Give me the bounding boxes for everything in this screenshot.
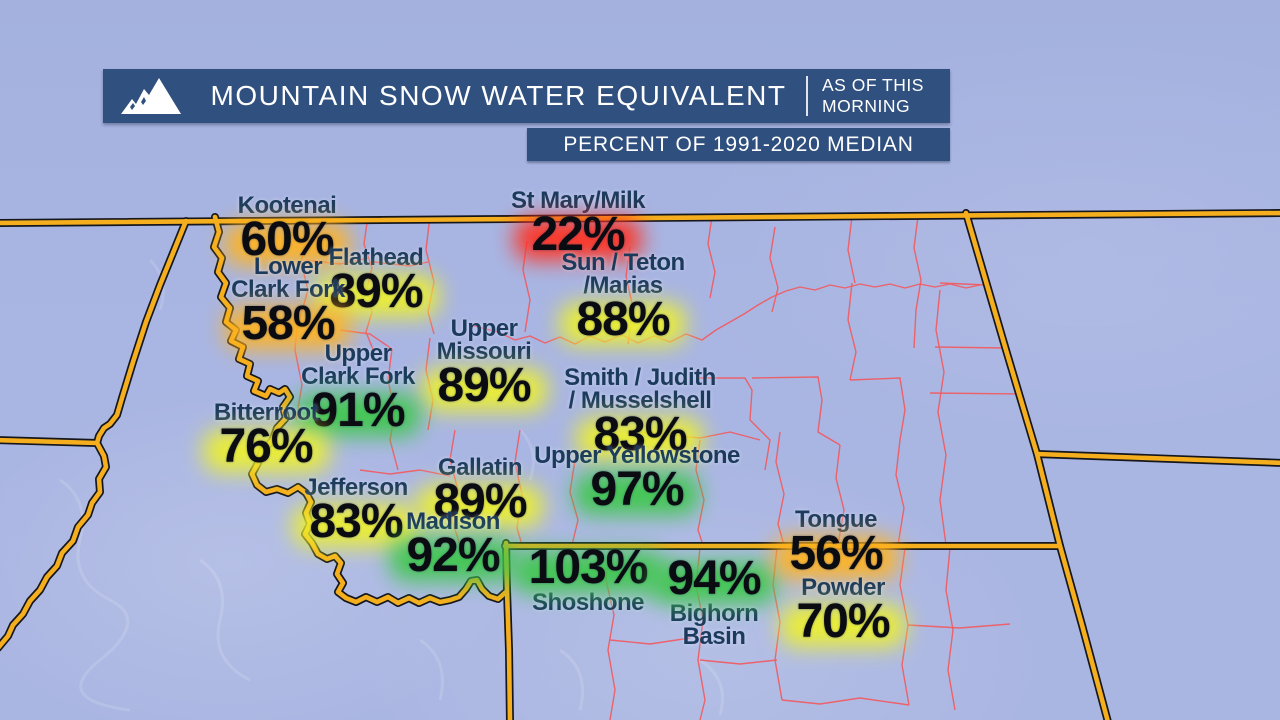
value-text: 83% [593, 408, 687, 461]
basin-value: 22% [515, 211, 641, 260]
basin-label: Bitterroot 76% [203, 399, 329, 472]
value-text: 89% [329, 265, 423, 318]
basin-label: Smith / Judith / Musselshell 83% [564, 364, 716, 460]
value-glow [295, 394, 421, 436]
as-of-text: AS OF THIS MORNING [822, 75, 950, 117]
value-text: 83% [309, 495, 403, 548]
value-glow [203, 430, 329, 472]
value-glow [773, 537, 899, 579]
value-text: 97% [590, 463, 684, 516]
value-glow [225, 307, 351, 349]
value-text: 58% [241, 297, 335, 350]
basin-label: Flathead 89% [313, 244, 439, 318]
value-glow [577, 418, 703, 460]
basin-label: St Mary/Milk 22% [510, 187, 646, 260]
value-glow [651, 562, 777, 604]
title-banner: MOUNTAIN SNOW WATER EQUIVALENT AS OF THI… [103, 69, 950, 123]
value-text: 88% [576, 293, 670, 346]
basin-name: Shoshone [531, 589, 645, 616]
basin-name: Tongue [795, 506, 877, 533]
basin-label: Powder 70% [780, 574, 906, 647]
county-lines [294, 215, 1020, 720]
basin-name: Smith / Judith / Musselshell [564, 364, 716, 414]
value-glow [515, 218, 641, 260]
banner-divider [806, 76, 808, 116]
basin-label: Kootenai 60% [224, 192, 350, 265]
basin-label: Gallatin 89% [417, 454, 543, 527]
basin-name: Sun / Teton/Marias [561, 249, 685, 299]
graphic-title: MOUNTAIN SNOW WATER EQUIVALENT [210, 80, 787, 111]
basin-name: Bitterroot [213, 399, 319, 426]
basin-value: 58% [225, 300, 351, 349]
value-text: 89% [437, 359, 531, 412]
basin-label: Upper Missouri 89% [421, 315, 547, 411]
value-glow [390, 539, 516, 581]
basin-name: Jefferson [304, 474, 408, 501]
basin-label: Upper Clark Fork 91% [295, 340, 421, 436]
basin-name: Gallatin [437, 454, 523, 481]
subtitle-banner: PERCENT OF 1991-2020 MEDIAN [527, 128, 950, 161]
basin-label: Sun / Teton/Marias 88% [560, 249, 686, 345]
basin-label: Madison 92% [390, 508, 516, 581]
basin-label: Shoshone 103% [512, 544, 664, 616]
basin-value: 83% [293, 498, 419, 547]
value-glow [574, 473, 700, 515]
basin-value: 89% [417, 478, 543, 527]
basin-name: Flathead [328, 244, 424, 271]
value-glow [417, 485, 543, 527]
as-of-line1: AS OF THIS [822, 75, 924, 95]
value-text: 60% [240, 213, 334, 266]
basin-label: Tongue 56% [773, 506, 899, 579]
value-text: 22% [531, 208, 625, 261]
basin-value: 60% [224, 216, 350, 265]
value-glow [560, 303, 686, 345]
basin-name: Powder [801, 574, 885, 601]
basin-name: Kootenai [237, 192, 337, 219]
basin-value: 94% [651, 555, 777, 604]
value-glow [512, 551, 664, 593]
basin-label: Lower Clark Fork 58% [225, 253, 351, 349]
basin-value: 88% [560, 296, 686, 345]
value-glow [780, 605, 906, 647]
basin-name: Lower Clark Fork [231, 253, 345, 303]
value-glow [224, 223, 350, 265]
graphic-subtitle: PERCENT OF 1991-2020 MEDIAN [563, 132, 914, 156]
value-glow [421, 369, 547, 411]
value-text: 103% [528, 541, 649, 594]
value-text: 89% [433, 475, 527, 528]
basin-value: 83% [577, 411, 703, 460]
basin-name: Upper Missouri [436, 315, 532, 365]
basin-label: Bighorn Basin 94% [651, 555, 777, 650]
basin-value: 76% [203, 423, 329, 472]
basin-name: Upper Clark Fork [301, 340, 415, 390]
basin-name: St Mary/Milk [510, 187, 646, 214]
basin-value: 103% [512, 544, 664, 593]
basin-value: 91% [295, 387, 421, 436]
basin-label: Jefferson 83% [293, 474, 419, 547]
value-text: 76% [219, 420, 313, 473]
basin-value: 56% [773, 530, 899, 579]
basin-value: 97% [574, 466, 700, 515]
basin-name: Upper Yellowstone [534, 442, 740, 469]
basin-name: Madison [406, 508, 500, 535]
basin-value: 89% [421, 362, 547, 411]
value-text: 70% [796, 595, 890, 648]
basin-value: 70% [780, 598, 906, 647]
value-text: 94% [667, 552, 761, 605]
value-text: 56% [789, 527, 883, 580]
value-text: 91% [311, 384, 405, 437]
basin-value: 92% [390, 532, 516, 581]
value-text: 92% [406, 529, 500, 582]
basin-name: Bighorn Basin [669, 600, 759, 650]
mountain-icon [103, 76, 199, 116]
as-of-line2: MORNING [822, 96, 911, 116]
basin-label: Upper Yellowstone 97% [534, 442, 740, 515]
